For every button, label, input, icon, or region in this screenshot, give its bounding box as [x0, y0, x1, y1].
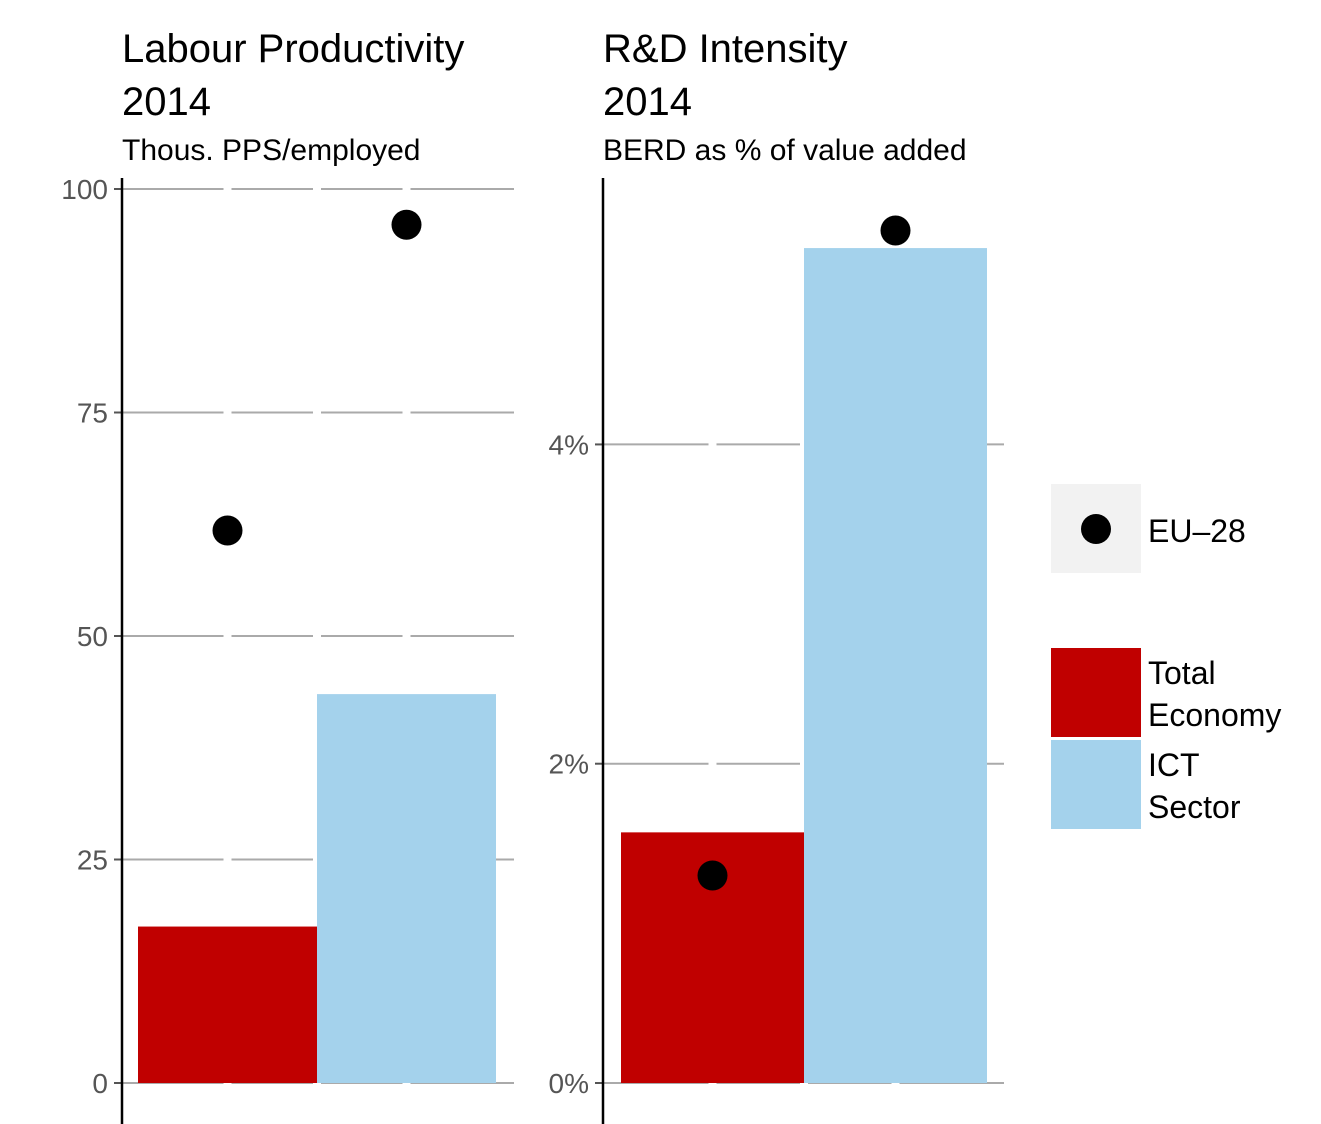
chart-title: R&D Intensity: [603, 27, 848, 71]
legend: EU–28 Total Economy ICT Sector: [1051, 484, 1281, 829]
legend-point-symbol: [1081, 514, 1111, 544]
point-marker: [881, 216, 911, 246]
y-tick-label: 100: [61, 174, 108, 205]
legend-swatch: [1051, 740, 1141, 829]
y-tick-label: 25: [77, 845, 108, 876]
chart-title: 2014: [603, 80, 692, 124]
legend-label: Economy: [1148, 697, 1281, 733]
y-tick-label: 0: [92, 1068, 108, 1099]
chart-subtitle: Thous. PPS/employed: [122, 134, 421, 167]
point-marker: [213, 516, 243, 546]
chart-subtitle: BERD as % of value added: [603, 134, 967, 167]
bar: [138, 927, 317, 1083]
legend-label: ICT: [1148, 747, 1200, 783]
panel-rd-intensity: R&D Intensity 2014 BERD as % of value adde…: [549, 27, 1004, 1124]
point-marker: [392, 210, 422, 240]
bar: [804, 248, 987, 1083]
panel-labour-productivity: Labour Productivity 2014 Thous. PPS/employ…: [61, 27, 514, 1124]
legend-label: Total: [1148, 655, 1216, 691]
y-tick-label: 50: [77, 621, 108, 652]
chart-title: 2014: [122, 80, 211, 124]
legend-swatch: [1051, 648, 1141, 737]
legend-label: Sector: [1148, 789, 1241, 825]
y-tick-label: 4%: [549, 429, 589, 460]
y-tick-label: 0%: [549, 1068, 589, 1099]
y-tick-label: 75: [77, 398, 108, 429]
chart-title: Labour Productivity: [122, 27, 464, 71]
bar: [317, 694, 496, 1083]
legend-label: EU–28: [1148, 513, 1246, 549]
point-marker: [698, 860, 728, 890]
y-tick-label: 2%: [549, 749, 589, 780]
